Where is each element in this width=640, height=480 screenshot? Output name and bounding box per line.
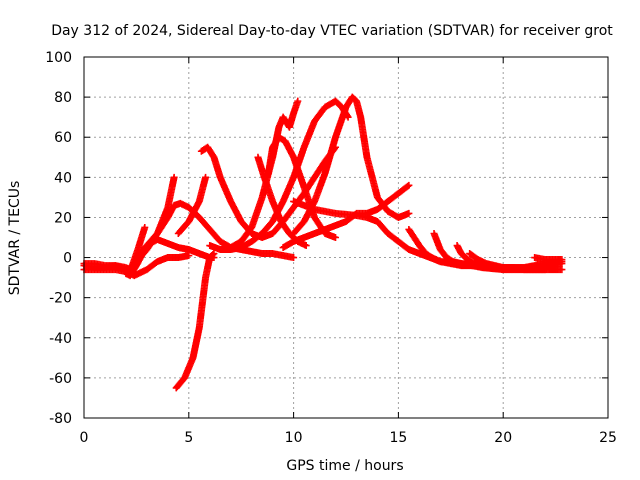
- data-point: [510, 264, 518, 272]
- y-axis-label: SDTVAR / TECUs: [7, 181, 23, 296]
- x-tick-label: 10: [285, 430, 303, 446]
- data-point: [290, 254, 298, 262]
- series-12: [264, 133, 340, 241]
- chart-title: Day 312 of 2024, Sidereal Day-to-day VTE…: [51, 23, 613, 39]
- series-20: [531, 254, 566, 264]
- data-point: [558, 256, 566, 264]
- series-3: [80, 252, 193, 280]
- y-tick-label: 80: [54, 90, 72, 106]
- data-point: [404, 182, 412, 190]
- series-11: [254, 153, 310, 250]
- data-point: [294, 97, 302, 105]
- series-7: [172, 250, 218, 392]
- data-point: [558, 266, 566, 274]
- series-19: [466, 250, 518, 272]
- data-point: [210, 250, 218, 258]
- data-point: [405, 209, 413, 217]
- y-tick-label: 40: [54, 170, 72, 186]
- y-tick-label: -40: [49, 331, 72, 347]
- data-point: [302, 242, 310, 250]
- data-point: [405, 181, 413, 189]
- y-tick-label: 0: [63, 251, 72, 267]
- y-tick-label: 100: [45, 50, 72, 66]
- x-tick-label: 20: [494, 430, 512, 446]
- series-13: [290, 93, 413, 237]
- plot-border: [83, 56, 609, 419]
- data-point: [185, 252, 193, 260]
- data-point: [332, 234, 340, 241]
- x-axis-label: GPS time / hours: [286, 458, 403, 474]
- x-tick-label: 25: [599, 430, 617, 446]
- ticks: 0 5 10 15 20 25 -80 -60 -40 -20 0 20 40 60 80 100: [45, 50, 617, 446]
- data-points: [80, 93, 566, 392]
- y-tick-label: 60: [54, 130, 72, 146]
- grid: [84, 57, 608, 418]
- series-14: [279, 181, 413, 252]
- y-tick-label: -20: [49, 291, 72, 307]
- x-tick-label: 0: [80, 430, 89, 446]
- data-point: [209, 251, 217, 259]
- series-6: [174, 173, 210, 237]
- x-tick-label: 15: [389, 430, 407, 446]
- y-tick-label: -60: [49, 371, 72, 387]
- x-tick-label: 5: [184, 430, 193, 446]
- data-point: [141, 223, 149, 231]
- series-5: [132, 199, 298, 262]
- data-point: [170, 173, 178, 181]
- data-point: [202, 173, 210, 181]
- y-tick-label: -80: [49, 411, 72, 427]
- y-tick-label: 20: [54, 210, 72, 226]
